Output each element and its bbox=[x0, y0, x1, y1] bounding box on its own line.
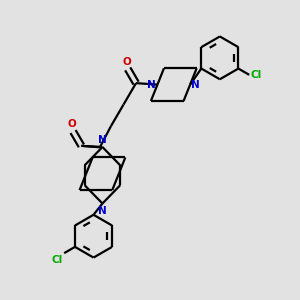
Text: N: N bbox=[98, 135, 107, 145]
Text: O: O bbox=[68, 119, 76, 130]
Text: N: N bbox=[148, 80, 156, 90]
Text: N: N bbox=[191, 80, 200, 90]
Text: Cl: Cl bbox=[251, 70, 262, 80]
Text: N: N bbox=[98, 206, 107, 216]
Text: Cl: Cl bbox=[51, 255, 62, 265]
Text: O: O bbox=[122, 57, 131, 67]
